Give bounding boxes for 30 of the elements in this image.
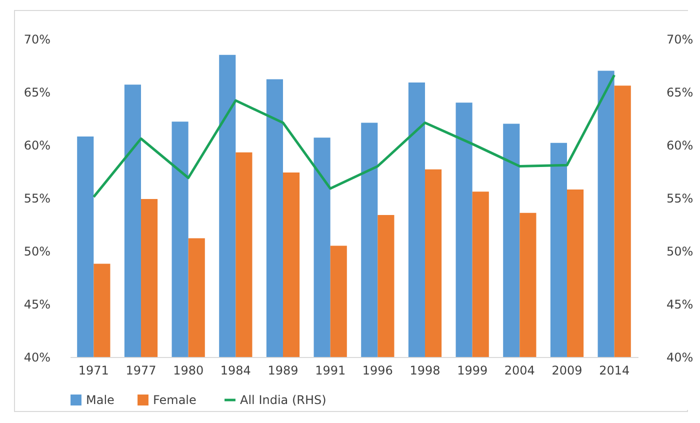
x-tick-label: 1971 <box>78 364 109 378</box>
y2-tick-label: 60% <box>666 138 694 152</box>
x-tick-label: 1989 <box>268 364 298 378</box>
y-tick-label: 55% <box>24 192 50 206</box>
y-tick-label: 60% <box>24 138 50 152</box>
legend-label: Female <box>153 393 196 407</box>
legend-label: All India (RHS) <box>240 393 326 407</box>
x-tick-label: 1996 <box>362 364 393 378</box>
y-tick-label: 40% <box>24 350 50 364</box>
y2-tick-label: 70% <box>666 32 694 46</box>
y-tick-label: 45% <box>24 298 50 312</box>
y2-tick-label: 50% <box>666 244 694 258</box>
line-series <box>92 74 616 198</box>
x-tick-label: 1984 <box>220 364 251 378</box>
x-tick-label: 1999 <box>457 364 488 378</box>
y-tick-label: 65% <box>24 86 50 100</box>
y2-tick-label: 40% <box>666 350 694 364</box>
x-tick-label: 1991 <box>315 364 346 378</box>
y-tick-label: 70% <box>24 32 50 46</box>
x-tick-label: 1980 <box>173 364 204 378</box>
y-tick-label: 50% <box>24 244 50 258</box>
x-tick-label: 2014 <box>599 364 630 378</box>
y2-tick-label: 55% <box>666 192 694 206</box>
y2-tick-label: 45% <box>666 298 694 312</box>
legend-label: Male <box>86 393 114 407</box>
x-tick-label: 1998 <box>410 364 440 378</box>
y2-tick-label: 65% <box>666 86 694 100</box>
x-tick-label: 1977 <box>126 364 156 378</box>
x-tick-label: 2004 <box>504 364 535 378</box>
x-tick-label: 2009 <box>552 364 582 378</box>
